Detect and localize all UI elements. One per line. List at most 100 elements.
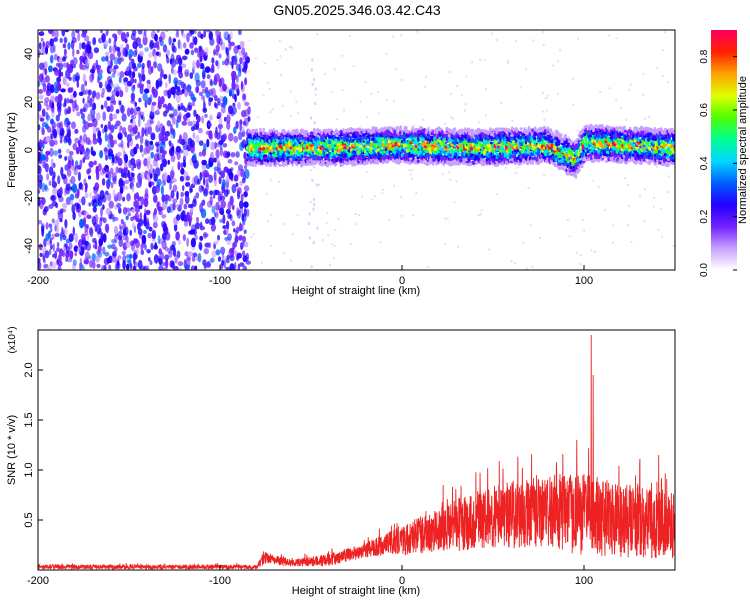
spectrogram-cell — [38, 124, 41, 131]
spectrogram-cell — [350, 128, 356, 131]
spectrogram-cell — [628, 88, 631, 91]
spectrogram-cell — [95, 59, 99, 68]
spectrogram-cell — [57, 265, 62, 270]
spectrogram-cell — [329, 135, 333, 139]
spectrogram-cell — [112, 176, 117, 185]
spectrogram-cell — [515, 156, 519, 160]
spectrogram-cell — [615, 153, 619, 158]
spectrogram-cell — [625, 118, 628, 121]
spectrogram-cell — [634, 133, 637, 137]
spectrogram-cell — [138, 117, 141, 128]
spectrogram-cell — [365, 171, 368, 173]
spectrogram-cell — [322, 134, 326, 137]
spectrogram-cell — [200, 49, 205, 58]
spectrogram-cell — [201, 159, 207, 166]
spectrogram-cell — [152, 168, 155, 176]
spectrogram-cell — [141, 234, 147, 245]
spectrogram-cell — [206, 138, 210, 148]
spectrogram-cell — [371, 198, 374, 201]
spectrogram-cell — [499, 149, 502, 153]
spectrogram-cell — [215, 60, 219, 67]
spectrogram-cell — [541, 135, 544, 139]
spectrogram-cell — [427, 126, 430, 131]
spectrogram-cell — [369, 130, 374, 135]
spectrogram-cell — [170, 86, 176, 96]
spectrogram-cell — [159, 163, 164, 172]
spectrogram-cell — [402, 143, 406, 148]
spectrogram-cell — [196, 178, 201, 185]
spectrogram-cell — [150, 242, 154, 251]
spectrogram-cell — [38, 164, 41, 174]
spectrogram-cell — [252, 134, 257, 139]
spectrogram-cell — [204, 47, 209, 56]
spectrogram-cell — [284, 48, 287, 51]
spectrogram-cell — [307, 222, 310, 225]
spectrogram-cell — [526, 161, 530, 166]
spectrogram-cell — [522, 144, 527, 149]
spectrogram-cell — [333, 150, 337, 154]
spectrogram-cell — [41, 125, 45, 136]
spectrogram-cell — [514, 262, 517, 265]
spectrogram-cell — [666, 191, 669, 194]
spectrogram-cell — [130, 99, 136, 104]
spectrogram-cell — [141, 153, 145, 158]
spectrogram-cell — [444, 152, 449, 157]
spectrogram-cell — [160, 96, 165, 105]
spectrogram-cell — [511, 119, 514, 122]
spectrogram-cell — [244, 164, 247, 170]
spectrogram-cell — [109, 67, 114, 73]
spectrogram-cell — [135, 47, 138, 56]
spectrogram-cell — [68, 242, 73, 250]
spectrogram-cell — [191, 101, 196, 107]
spectrogram-cells — [38, 30, 675, 270]
spectrogram-cell — [222, 214, 226, 225]
spectrogram-cell — [44, 75, 50, 83]
spectrogram-cell — [149, 163, 153, 173]
spectrogram-cell — [208, 30, 213, 41]
spectrogram-cell — [151, 229, 157, 240]
spectrogram-cell — [137, 259, 143, 270]
spectrogram-cell — [472, 129, 475, 134]
spectrogram-cell — [45, 40, 50, 49]
spectrogram-cell — [160, 251, 165, 261]
spectrogram-cell — [430, 135, 434, 139]
spectrogram-cell — [116, 46, 121, 52]
spectrogram-cell — [205, 177, 209, 188]
spectrogram-cell — [201, 199, 206, 206]
spectrogram-cell — [370, 92, 373, 95]
spectrogram-cell — [627, 224, 630, 227]
spectrogram-cell — [514, 40, 517, 43]
spectrogram-cell — [629, 83, 632, 86]
spectrogram-cell — [71, 30, 76, 39]
spectrogram-cell — [180, 162, 184, 169]
spectrogram-cell — [525, 67, 528, 70]
spectrogram-cell — [490, 128, 493, 132]
spectrogram-cell — [195, 79, 201, 87]
spectrogram-cell — [94, 240, 98, 250]
spectrogram-cell — [170, 58, 177, 68]
spectrogram-cell — [194, 265, 198, 270]
spectrogram-cell — [139, 135, 144, 145]
spectrogram-cell — [124, 172, 128, 179]
spectrogram-cell — [89, 191, 92, 199]
spectrogram-cell — [124, 38, 128, 44]
spectrogram-cell — [88, 227, 94, 236]
spectrogram-cell — [91, 253, 97, 262]
spectrogram-cell — [38, 102, 42, 112]
spectrogram-cell — [146, 264, 150, 270]
spectrogram-cell — [594, 250, 597, 253]
spectrogram-cell — [153, 61, 158, 69]
spectrogram-cell — [73, 90, 77, 98]
spectrogram-cell — [181, 88, 185, 94]
spectrogram-cell — [184, 190, 190, 197]
spectrogram-cell — [135, 159, 142, 167]
spectrogram-cell — [348, 35, 351, 38]
spectrogram-cell — [433, 140, 437, 143]
spectrogram-cell — [546, 126, 550, 130]
spectrogram-cell — [419, 126, 424, 130]
spectrogram-cell — [426, 159, 429, 162]
spectrogram-cell — [301, 141, 304, 145]
spectrogram-cell — [44, 68, 48, 76]
spectrogram-cell — [531, 265, 534, 268]
spectrogram-cell — [157, 95, 161, 105]
